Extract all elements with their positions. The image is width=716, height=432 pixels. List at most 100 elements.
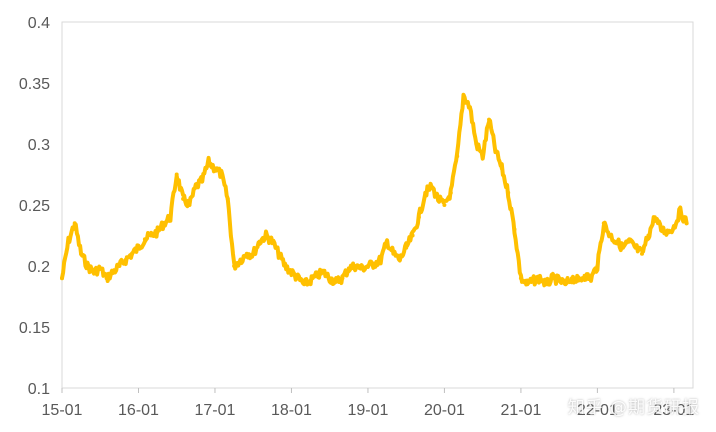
series-point [531, 278, 536, 283]
series-point [91, 270, 96, 275]
series-point [200, 178, 205, 183]
y-tick-label: 0.25 [19, 198, 50, 215]
series-point [302, 282, 307, 287]
series-point [213, 166, 217, 171]
series-point [385, 239, 390, 244]
series-point [671, 225, 676, 229]
series-point [340, 276, 345, 281]
series-point [576, 278, 581, 283]
series-points [60, 93, 689, 287]
series-point [123, 257, 128, 262]
series-point [589, 276, 593, 281]
y-tick-label: 0.1 [28, 381, 50, 398]
series-point [525, 282, 530, 287]
watermark: 知乎 @期货研报 [567, 398, 700, 418]
series-point [206, 160, 211, 165]
y-tick-label: 0.35 [19, 76, 50, 93]
series-point [640, 251, 644, 256]
x-tick-label: 16-01 [118, 402, 159, 419]
x-tick-label: 21-01 [500, 402, 541, 419]
x-tick-label: 18-01 [271, 402, 312, 419]
x-tick-label: 20-01 [424, 402, 465, 419]
x-axis: 15-01 16-01 17-01 18-01 19-01 20-01 21-01 22-01… [42, 388, 694, 419]
series-point [225, 196, 230, 201]
series-point [665, 229, 670, 234]
series-point [493, 148, 498, 153]
series-point [652, 215, 657, 220]
series-point [193, 184, 198, 189]
series-point [678, 209, 683, 214]
series-point [66, 239, 71, 244]
y-axis: 0.1 0.15 0.2 0.25 0.3 0.35 0.4 [19, 15, 50, 398]
series-point [378, 257, 383, 262]
series-point [289, 270, 294, 275]
x-tick-label: 23-01 [653, 402, 694, 419]
y-tick-label: 0.15 [19, 320, 50, 337]
series-point [174, 172, 179, 177]
series-point [461, 93, 466, 98]
series-point [219, 172, 224, 177]
series-point [334, 279, 339, 284]
series-point [327, 276, 332, 281]
series-point [442, 203, 447, 207]
plot-area [61, 21, 694, 389]
series-point [391, 251, 396, 256]
series-point [149, 233, 154, 238]
series-point [276, 251, 281, 256]
x-tick-label: 19-01 [347, 402, 388, 419]
series-point [563, 282, 568, 287]
series-point [232, 264, 237, 268]
x-tick-label: 17-01 [195, 402, 236, 419]
series-point [569, 276, 574, 281]
series-point [608, 233, 613, 238]
series-point [684, 221, 689, 226]
series-point [72, 221, 77, 226]
series-point [283, 264, 288, 268]
series-point [130, 251, 135, 256]
series-point [314, 273, 319, 278]
series-point [627, 239, 632, 244]
series-point [467, 105, 472, 110]
series-point [397, 257, 402, 262]
series-point [111, 270, 115, 275]
series-point [155, 229, 160, 234]
series-point [582, 273, 587, 278]
series-point [136, 245, 141, 250]
series-point [550, 276, 555, 281]
series-point [104, 276, 109, 281]
series-point [98, 266, 103, 271]
series-point [410, 233, 415, 238]
series-line [60, 92, 689, 288]
series-point [633, 245, 638, 250]
series-point [181, 196, 186, 201]
series-point [270, 239, 275, 244]
series-point [646, 233, 651, 238]
series-point [251, 251, 256, 256]
series-point [499, 166, 504, 171]
series-point [474, 142, 479, 146]
series-point [117, 264, 122, 268]
series-point [429, 184, 434, 189]
series-point [595, 264, 600, 268]
series-point [238, 257, 243, 262]
x-tick-label: 15-01 [42, 402, 83, 419]
series-point [544, 282, 549, 287]
series-point [601, 221, 606, 226]
series-point [365, 264, 370, 268]
series-point [538, 276, 542, 281]
y-tick-label: 0.2 [28, 259, 50, 276]
series-point [162, 221, 166, 226]
series-point [85, 264, 90, 268]
x-tick-label: 22-01 [577, 402, 618, 419]
series-point [620, 245, 625, 250]
series-point [142, 237, 147, 242]
series-point [321, 270, 326, 275]
series-point [187, 203, 192, 207]
series-point [659, 227, 664, 232]
series-point [353, 264, 358, 268]
series-point [557, 278, 562, 283]
series-point [346, 266, 351, 271]
series-point [436, 196, 441, 201]
series-point [614, 239, 619, 244]
series-point [168, 215, 173, 220]
